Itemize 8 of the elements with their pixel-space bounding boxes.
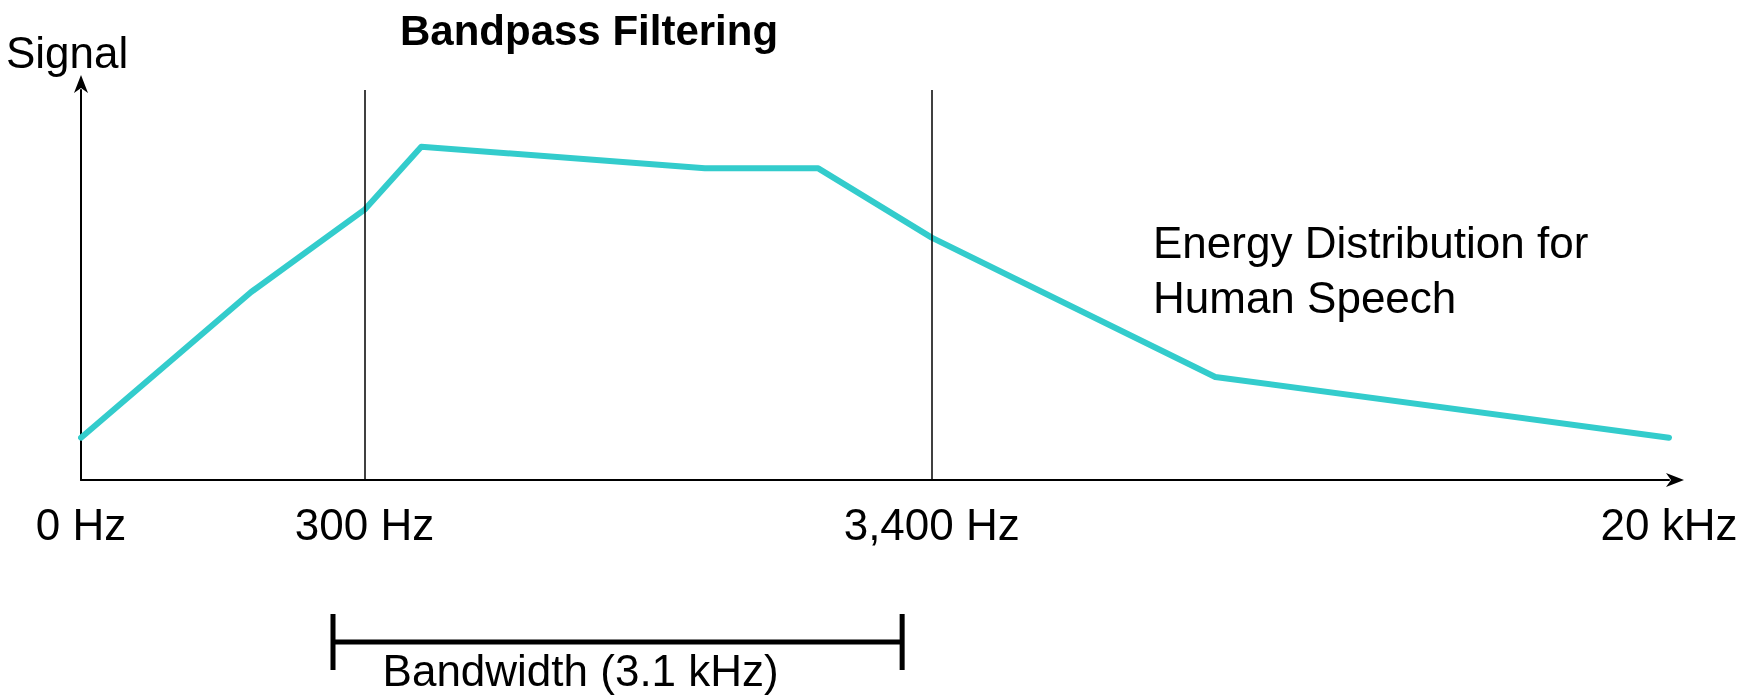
- x-tick-label: 20 kHz: [1600, 499, 1738, 549]
- annotation: Energy Distribution for Human Speech: [1153, 217, 1590, 324]
- x-tick-label: 3,400 Hz: [843, 499, 1020, 549]
- chart-title: Bandpass Filtering: [400, 6, 779, 54]
- y-axis-title: Signal: [6, 27, 129, 77]
- text: Bandwidth (3.1 kHz): [382, 645, 779, 697]
- x-tick-label: 0 Hz: [35, 499, 127, 549]
- x-tick-label: 300 Hz: [294, 499, 435, 549]
